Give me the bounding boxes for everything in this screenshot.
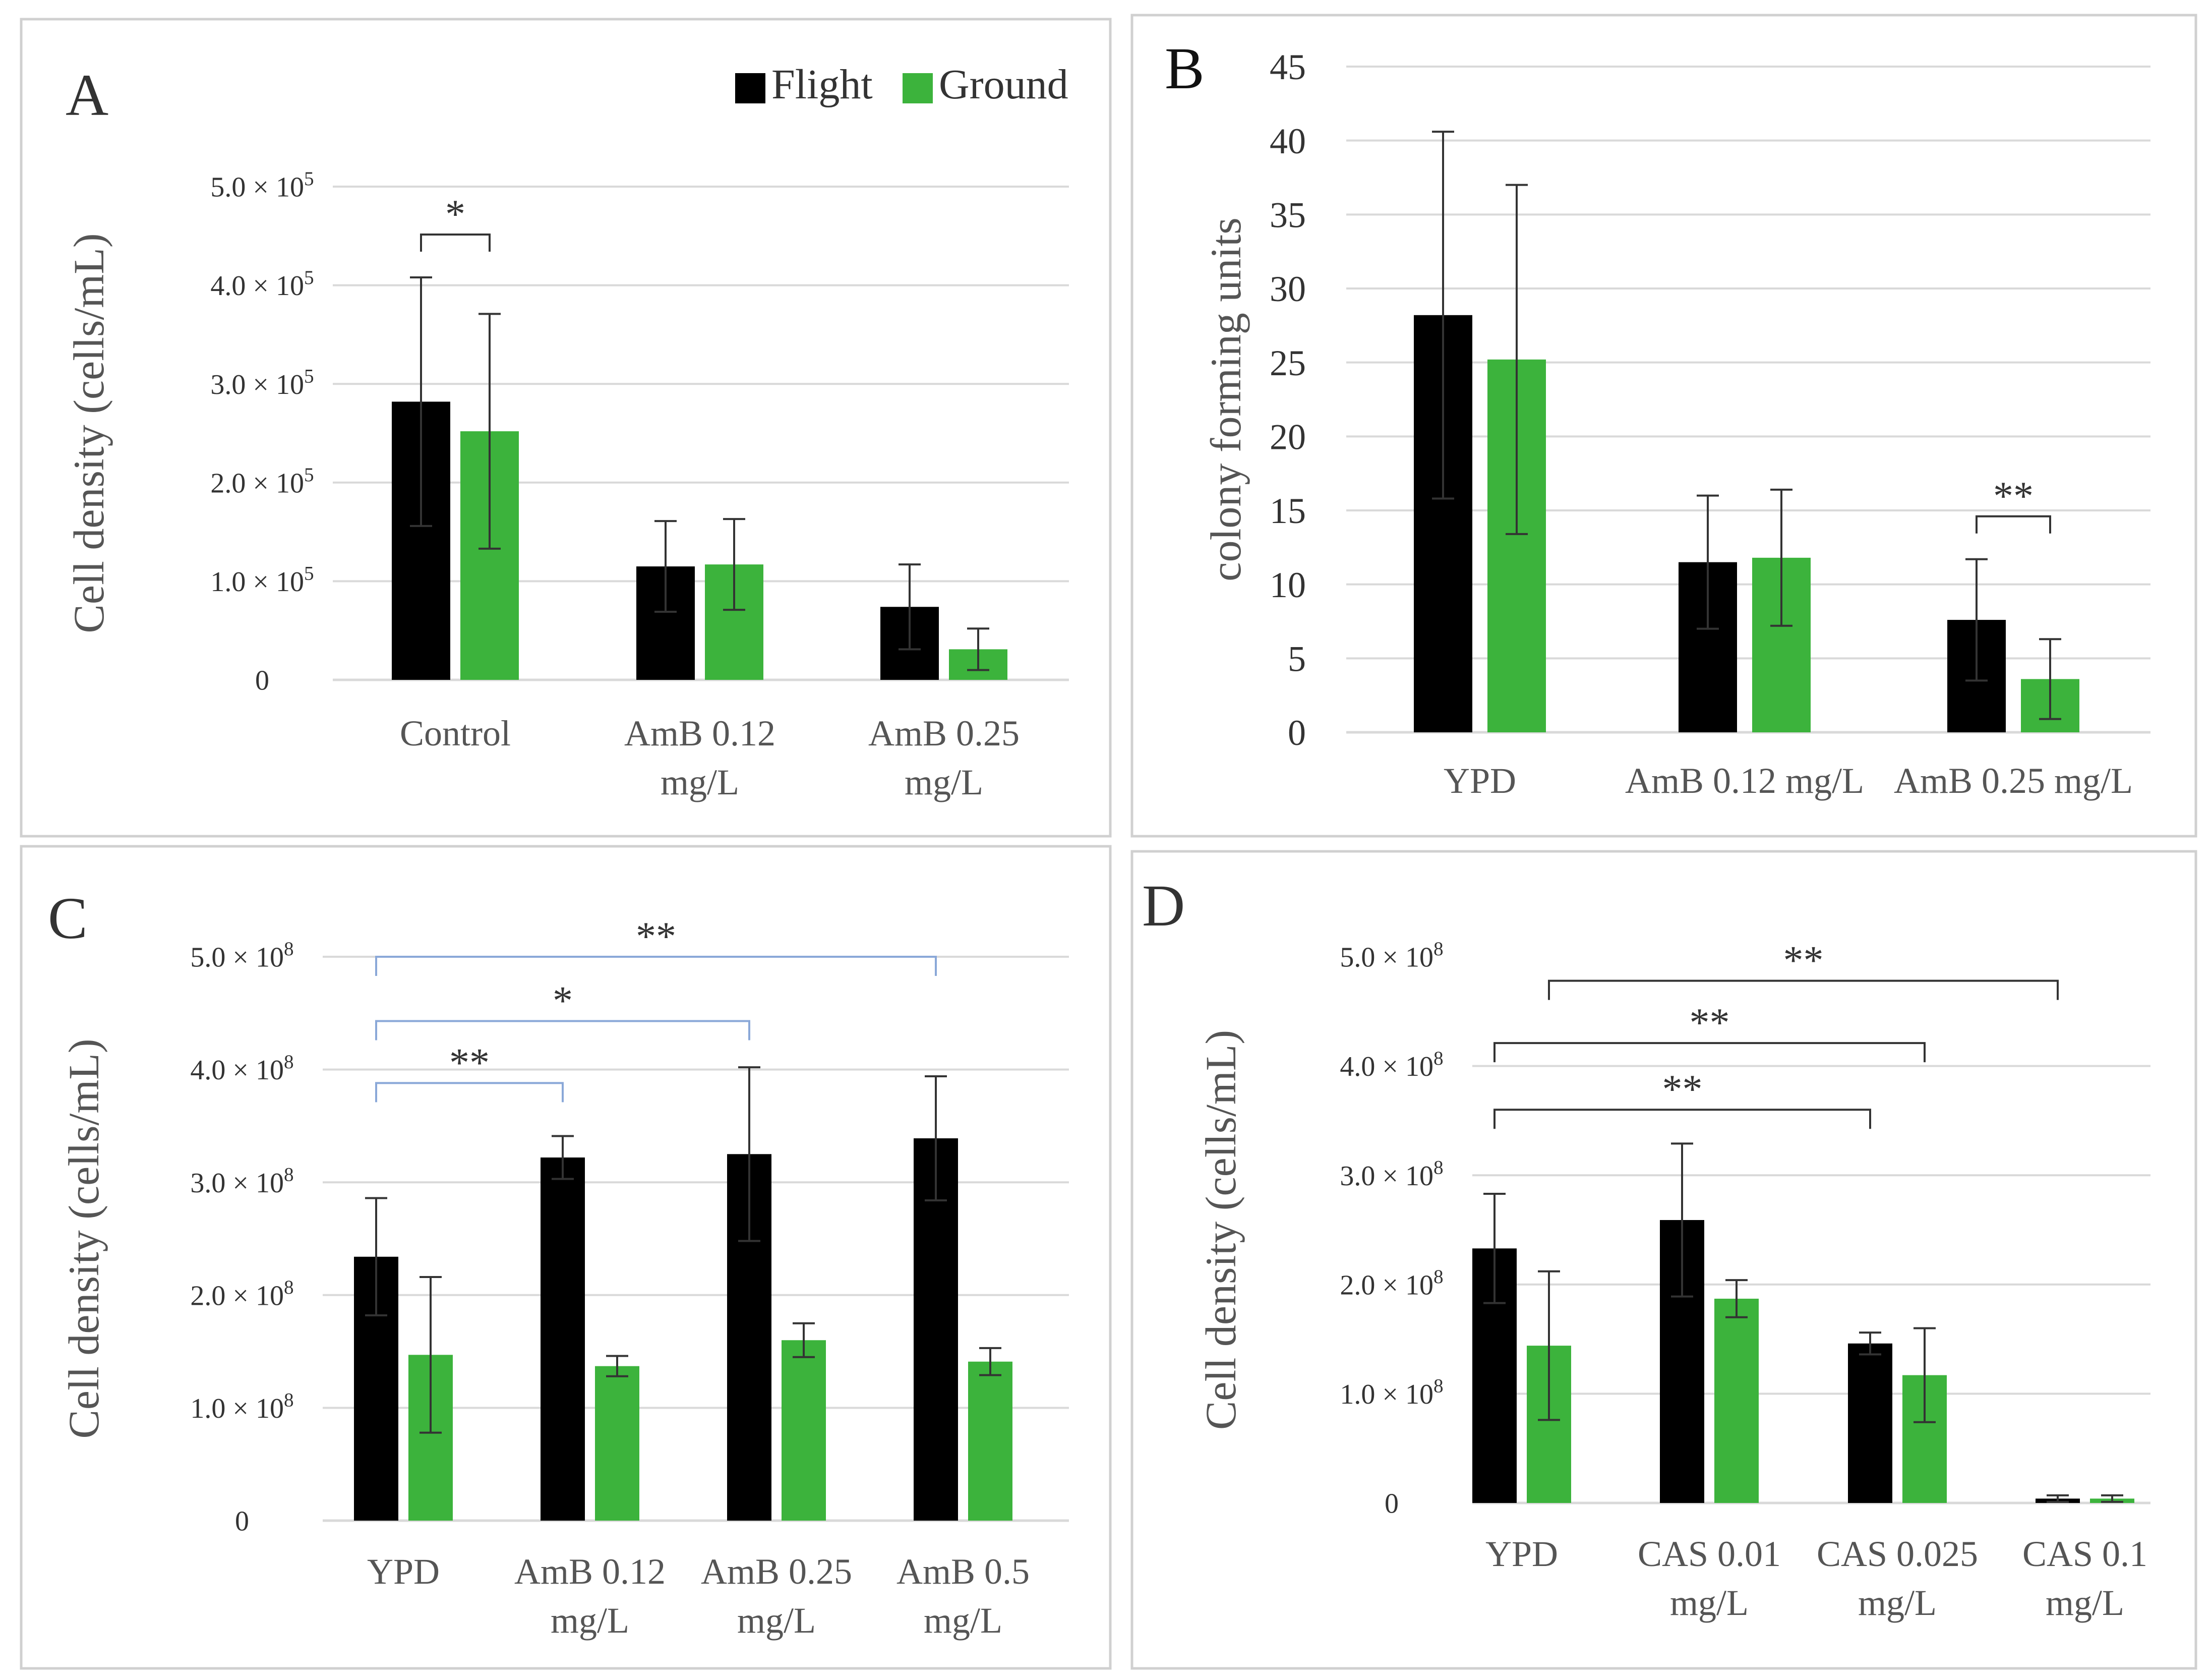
category-label: mg/L [1670,1583,1749,1623]
y-tick-label: 2.0 × 105 [210,464,314,499]
category-label: Control [400,713,511,754]
bar-flight [914,1138,958,1521]
category-label: AmB 0.5 [896,1551,1030,1592]
category-label: CAS 0.1 [2022,1534,2147,1574]
y-tick-label: 20 [1270,417,1306,457]
category-label: mg/L [551,1600,629,1641]
significance-bracket [375,1082,564,1103]
bar-ground [1714,1298,1759,1503]
significance-label: ** [1690,1001,1730,1045]
bar-flight [1848,1343,1892,1503]
category-label: AmB 0.12 mg/L [1625,761,1864,801]
panel-frame-a [20,18,1112,838]
significance-bracket [1548,979,2059,1000]
y-axis-title: colony forming units [1202,217,1250,581]
category-label: AmB 0.25 mg/L [1894,761,2133,801]
y-tick-label: 5.0 × 108 [1340,938,1443,973]
panel-letter-a: A [66,62,108,128]
bar-ground [595,1366,639,1521]
chart-panel-c: 0 1.0 × 108 2.0 × 108 3.0 × 108 4.0 × 108 5.0… [59,914,1069,1641]
y-tick-label: 0 [255,665,269,697]
category-label: mg/L [661,762,739,802]
y-tick-label: 15 [1270,491,1306,531]
category-label: mg/L [737,1600,816,1641]
y-tick-label: 0 [235,1506,249,1537]
y-tick-label: 1.0 × 105 [210,563,314,598]
y-tick-label: 1.0 × 108 [190,1389,293,1424]
significance-bracket [420,233,491,252]
y-tick-label: 25 [1270,343,1306,383]
y-tick-label: 10 [1270,565,1306,605]
category-label: AmB 0.25 [868,713,1020,754]
y-tick-label: 4.0 × 108 [190,1051,293,1086]
y-tick-label: 0 [1385,1488,1399,1520]
y-tick-label: 30 [1270,269,1306,309]
significance-bracket [375,1020,750,1040]
category-label: mg/L [1858,1583,1937,1623]
y-tick-label: 40 [1270,121,1306,161]
significance-label: * [445,192,465,237]
chart-panel-d: 0 1.0 × 108 2.0 × 108 3.0 × 108 4.0 × 108 5.0… [1197,938,2150,1623]
panel-frame-b [1130,14,2197,838]
category-label: AmB 0.12 [514,1551,666,1592]
panel-letter-b: B [1165,35,1205,101]
significance-label: ** [1783,939,1824,983]
category-label: mg/L [905,762,983,802]
significance-label: ** [636,914,676,959]
significance-bracket [1493,1109,1871,1129]
chart-panel-b: 0 5 10 15 20 25 30 35 40 45 colony forming units YP… [1202,47,2150,801]
significance-label: ** [1993,474,2034,518]
legend-swatch-flight [735,73,765,103]
bar-ground [968,1361,1012,1521]
y-tick-label: 2.0 × 108 [1340,1266,1443,1301]
legend-label-ground: Ground [939,61,1068,108]
panel-letter-c: C [48,885,88,951]
y-tick-label: 0 [1288,713,1306,753]
y-axis-title: Cell density (cells/mL) [59,1039,108,1439]
y-tick-label: 3.0 × 108 [190,1164,293,1198]
category-label: YPD [1485,1534,1558,1574]
category-label: AmB 0.25 [701,1551,852,1592]
y-tick-label: 4.0 × 105 [210,267,314,302]
y-tick-label: 1.0 × 108 [1340,1375,1443,1410]
legend: Flight Ground [735,61,1068,108]
category-label: CAS 0.01 [1638,1534,1781,1574]
significance-label: * [553,978,573,1023]
y-tick-label: 5.0 × 108 [190,938,293,973]
legend-label-flight: Flight [771,61,873,108]
y-tick-label: 3.0 × 105 [210,365,314,400]
category-label: AmB 0.12 [624,713,775,754]
category-label: CAS 0.025 [1817,1534,1978,1574]
y-tick-label: 3.0 × 108 [1340,1156,1443,1191]
panel-letter-d: D [1142,873,1185,939]
significance-bracket [1493,1042,1926,1063]
y-axis-title: Cell density (cells/mL) [65,234,113,633]
y-tick-label: 5.0 × 105 [210,168,314,203]
y-tick-label: 4.0 × 108 [1340,1048,1443,1082]
category-label: YPD [1444,761,1516,801]
y-tick-label: 5 [1288,639,1306,679]
legend-swatch-ground [903,73,933,103]
chart-panel-a: 0 1.0 × 105 2.0 × 105 3.0 × 105 4.0 × 105 5.0… [65,168,1069,802]
y-tick-label: 45 [1270,47,1306,87]
significance-label: ** [1662,1067,1703,1112]
significance-label: ** [449,1040,490,1085]
category-label: mg/L [2046,1583,2124,1623]
y-tick-label: 2.0 × 108 [190,1277,293,1311]
significance-bracket [375,956,937,976]
bar-ground [782,1340,826,1521]
y-axis-title: Cell density (cells/mL) [1197,1030,1245,1430]
category-label: YPD [367,1551,440,1592]
bar-flight [541,1157,585,1521]
y-tick-label: 35 [1270,195,1306,236]
significance-bracket [1976,515,2051,534]
category-label: mg/L [924,1600,1002,1641]
